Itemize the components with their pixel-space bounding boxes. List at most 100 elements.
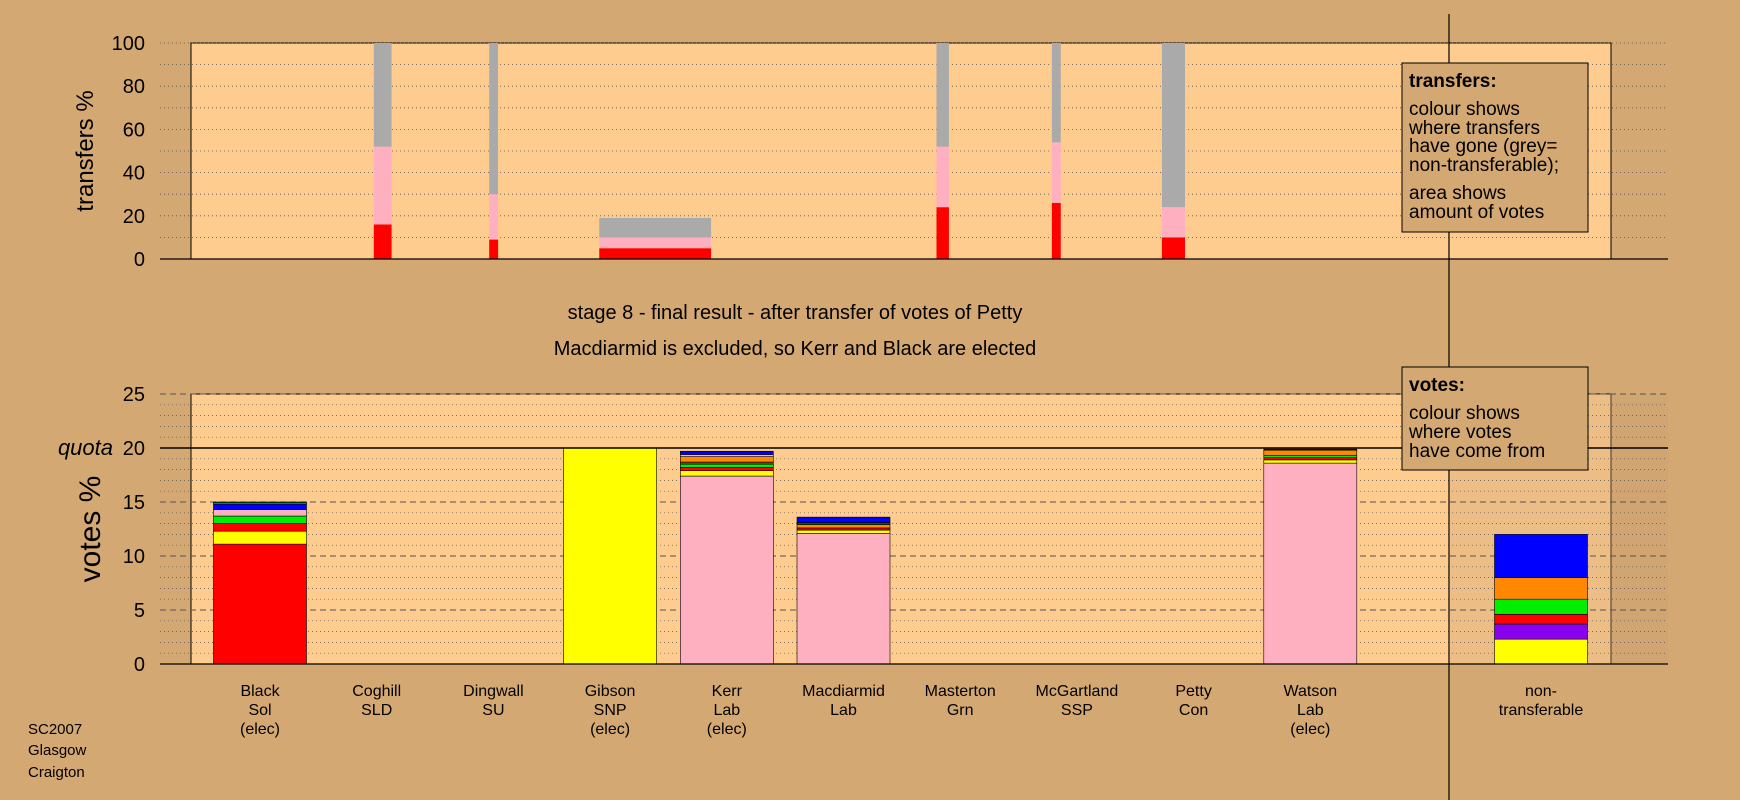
vote-bar-segment	[679, 456, 774, 463]
votes-axis-label: votes %	[74, 476, 107, 583]
nontransferable-bar-segment	[1494, 577, 1588, 600]
nontransferable-bar-segment	[1494, 534, 1588, 578]
vote-bar-segment	[679, 470, 774, 477]
votes-tick-label: 20	[123, 438, 145, 460]
vote-bar-segment	[796, 533, 891, 665]
candidate-label: (elec)	[707, 721, 747, 738]
votes-legend-line-2: where votes	[1408, 422, 1511, 443]
transfers-legend-line-2: where transfers	[1408, 118, 1540, 139]
transfers-legend-line-1: colour shows	[1409, 99, 1520, 120]
candidate-label: SNP	[594, 702, 627, 719]
nontransferable-bar-segment	[1494, 614, 1588, 625]
transfer-bar-segment	[599, 217, 712, 238]
transfer-bar-segment	[599, 248, 712, 259]
nontransferable-label: transferable	[1499, 702, 1584, 719]
nontransferable-bar-segment	[1494, 598, 1588, 615]
transfer-bar-segment	[936, 43, 949, 147]
vote-bar-segment	[1263, 455, 1358, 459]
vote-bar-segment	[213, 503, 307, 510]
nontransferable-bar-segment	[1494, 623, 1588, 640]
votes-tick-label: 0	[134, 654, 145, 676]
candidate-label: SU	[482, 702, 504, 719]
transfer-bar-segment	[1051, 202, 1061, 259]
stage-result: Macdiarmid is excluded, so Kerr and Blac…	[554, 338, 1036, 360]
nontransferable-label: non-	[1525, 683, 1557, 700]
votes-legend-box	[1401, 366, 1589, 471]
vote-bar-segment	[1263, 457, 1358, 461]
votes-legend: votes: colour shows where votes have com…	[1401, 366, 1589, 471]
footer-line-3: Craigton	[28, 764, 85, 781]
transfers-tick-label: 0	[134, 249, 145, 271]
candidate-label: Lab	[713, 702, 740, 719]
vote-bar-segment	[796, 516, 891, 523]
transfers-legend-line-6: amount of votes	[1409, 202, 1544, 223]
candidate-label: Kerr	[712, 683, 743, 700]
transfers-tick-label: 20	[123, 206, 145, 228]
transfer-bar-segment	[1161, 43, 1185, 208]
transfers-tick-label: 60	[123, 119, 145, 141]
transfer-bar-segment	[1051, 43, 1061, 143]
votes-legend-line-3: have come from	[1409, 441, 1545, 462]
votes-tick-label: 5	[134, 600, 145, 622]
candidate-label: (elec)	[1290, 721, 1330, 738]
candidate-label: Gibson	[585, 683, 636, 700]
votes-legend-line-1: colour shows	[1409, 403, 1520, 424]
footer-line-2: Glasgow	[28, 742, 87, 759]
transfers-tick-label: 100	[112, 33, 145, 55]
vote-bar-segment	[213, 543, 307, 665]
transfer-bar-segment	[1051, 142, 1061, 203]
vote-bar-segment	[1263, 459, 1358, 464]
transfers-legend: transfers: colour shows where transfers …	[1401, 62, 1589, 233]
footer: SC2007 Glasgow Craigton	[28, 721, 87, 781]
transfer-bar-segment	[373, 224, 392, 259]
candidate-label: Sol	[248, 702, 271, 719]
transfer-bar-segment	[936, 146, 949, 208]
vote-bar-segment	[796, 527, 891, 531]
transfer-bar-segment	[1161, 237, 1185, 259]
transfers-legend-line-4: non-transferable);	[1409, 155, 1559, 176]
footer-line-1: SC2007	[28, 721, 82, 738]
votes-panel	[190, 393, 1612, 665]
votes-tick-label: 15	[123, 492, 145, 514]
transfer-bar-segment	[373, 43, 392, 147]
transfers-legend-title: transfers:	[1409, 71, 1497, 92]
candidate-label: Grn	[947, 702, 974, 719]
vote-bar-segment	[213, 530, 307, 545]
vote-bar-segment	[213, 501, 307, 504]
candidate-label: (elec)	[240, 721, 280, 738]
candidate-label: McGartland	[1036, 683, 1119, 700]
transfers-axis-label: transfers %	[72, 90, 99, 211]
vote-bar-segment	[213, 509, 307, 517]
transfer-bar-segment	[489, 239, 499, 259]
vote-bar-segment	[213, 523, 307, 532]
candidate-label: Black	[240, 683, 280, 700]
transfer-bar-segment	[936, 207, 949, 259]
votes-tick-label: 10	[123, 546, 145, 568]
vote-bar-segment	[1263, 448, 1358, 451]
candidate-label: (elec)	[590, 721, 630, 738]
candidate-label: Watson	[1283, 683, 1337, 700]
transfers-tick-label: 40	[123, 163, 145, 185]
vote-bar-segment	[796, 529, 891, 534]
quota-label: quota	[58, 435, 113, 460]
vote-bar-segment	[1263, 462, 1358, 665]
transfer-bar-segment	[373, 146, 392, 225]
vote-bar-segment	[679, 467, 774, 471]
vote-bar-segment	[679, 454, 774, 457]
candidate-label: Petty	[1175, 683, 1211, 700]
vote-bar-segment	[679, 450, 774, 455]
candidate-label: Masterton	[925, 683, 996, 700]
stage-title: stage 8 - final result - after transfer …	[568, 302, 1023, 324]
vote-bar-segment	[796, 524, 891, 529]
transfer-bar-segment	[489, 194, 499, 240]
transfer-bar-segment	[489, 43, 499, 195]
vote-bar-segment	[679, 461, 774, 465]
candidate-label: SSP	[1061, 702, 1093, 719]
vote-bar-segment	[679, 463, 774, 468]
candidate-label: Macdiarmid	[802, 683, 885, 700]
vote-bar-segment	[213, 515, 307, 524]
candidate-label: SLD	[361, 702, 392, 719]
votes-legend-title: votes:	[1409, 375, 1465, 396]
transfer-bar-segment	[1161, 207, 1185, 238]
